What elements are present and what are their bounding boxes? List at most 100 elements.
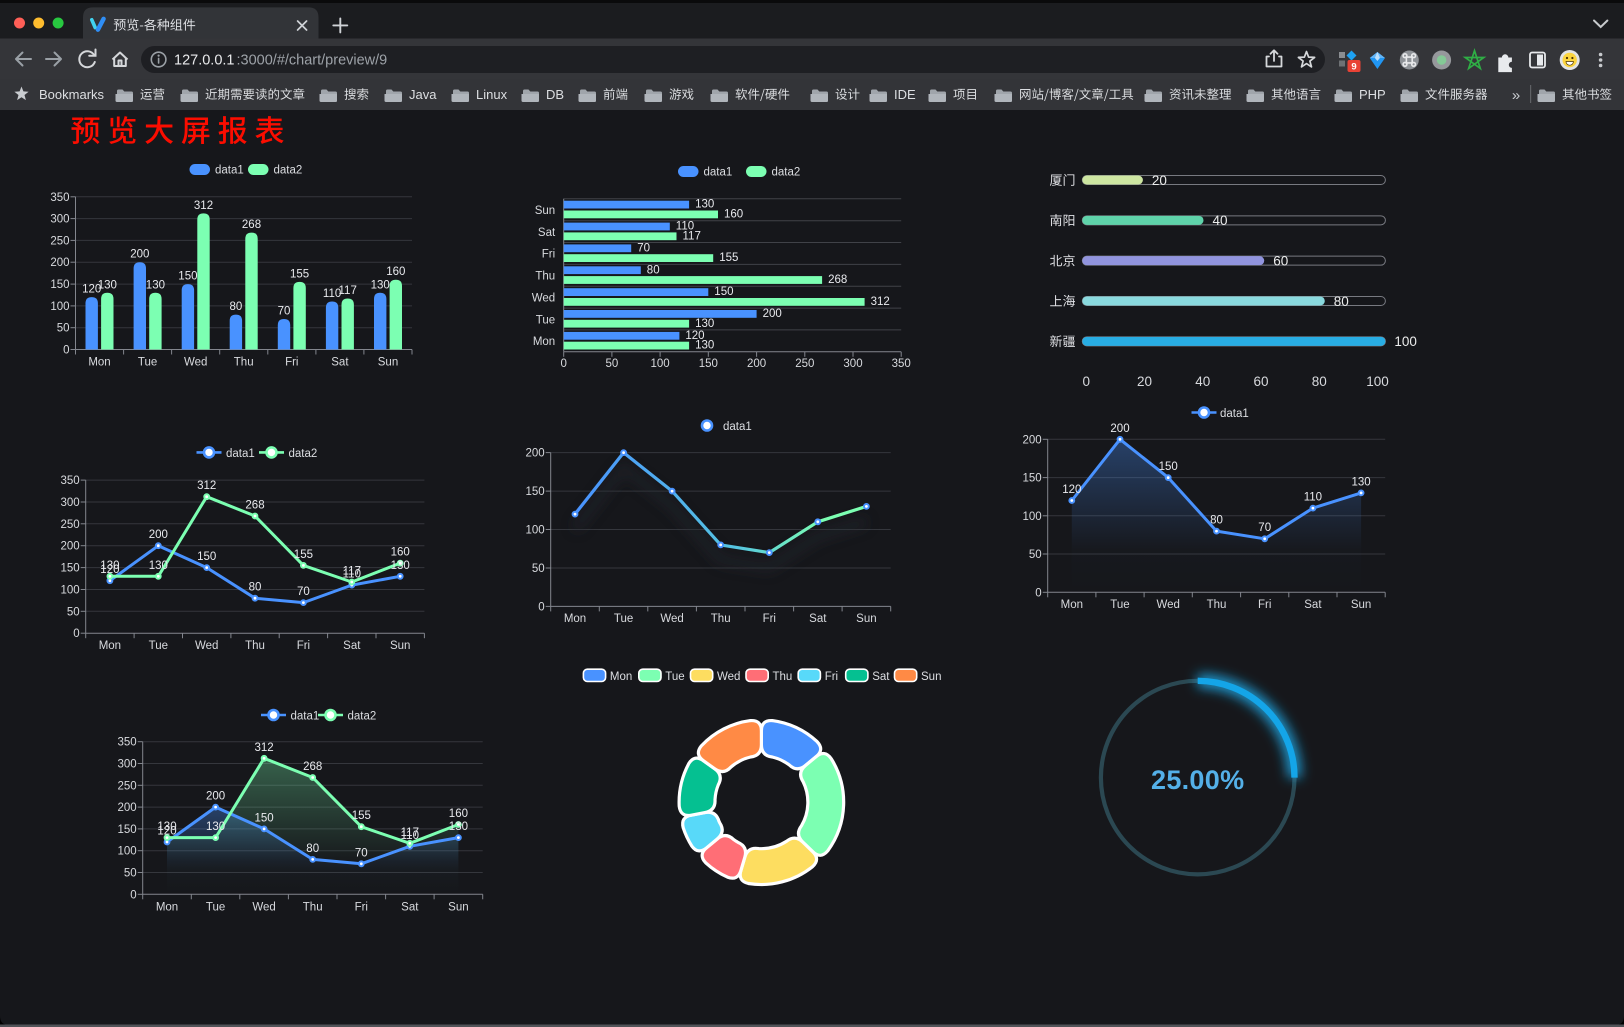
svg-text:350: 350 — [50, 192, 69, 204]
svg-text:Fri: Fri — [825, 671, 838, 683]
svg-text:160: 160 — [449, 808, 468, 820]
svg-text:110: 110 — [676, 221, 694, 233]
svg-text:120: 120 — [157, 826, 176, 838]
svg-text:80: 80 — [647, 264, 660, 276]
svg-text:60: 60 — [1253, 374, 1268, 389]
svg-text:160: 160 — [386, 266, 405, 278]
svg-text:Sat: Sat — [872, 671, 890, 683]
svg-text:150: 150 — [255, 812, 274, 824]
svg-text:Mon: Mon — [533, 336, 555, 348]
svg-text:25.00%: 25.00% — [1151, 765, 1244, 795]
svg-text:50: 50 — [1029, 549, 1042, 561]
svg-text:250: 250 — [61, 519, 80, 531]
svg-text:0: 0 — [63, 345, 69, 357]
svg-text:130: 130 — [206, 821, 225, 833]
svg-text:Sun: Sun — [856, 613, 876, 625]
svg-text:Tue: Tue — [138, 357, 157, 369]
svg-text:Wed: Wed — [184, 357, 207, 369]
svg-text:Fri: Fri — [297, 640, 310, 652]
svg-text:80: 80 — [1312, 374, 1327, 389]
svg-text:Fri: Fri — [285, 357, 298, 369]
svg-text:300: 300 — [50, 214, 69, 226]
svg-text:312: 312 — [871, 296, 890, 308]
svg-text:data1: data1 — [215, 165, 244, 177]
svg-text:150: 150 — [118, 824, 137, 836]
svg-text:Thu: Thu — [711, 613, 731, 625]
svg-text:80: 80 — [1334, 294, 1349, 309]
svg-text:Sat: Sat — [538, 227, 556, 239]
svg-text:data1: data1 — [723, 421, 752, 433]
svg-text:Sun: Sun — [1351, 599, 1371, 611]
svg-text:312: 312 — [197, 480, 216, 492]
svg-text:130: 130 — [695, 340, 714, 352]
svg-text:Mon: Mon — [156, 902, 178, 914]
svg-text:150: 150 — [50, 279, 69, 291]
svg-text:data1: data1 — [291, 710, 320, 722]
svg-text:130: 130 — [695, 199, 714, 211]
svg-text:0: 0 — [538, 601, 544, 613]
svg-text:150: 150 — [1159, 461, 1178, 473]
svg-text:20: 20 — [1152, 173, 1167, 188]
svg-text:200: 200 — [149, 529, 168, 541]
svg-text:40: 40 — [1213, 213, 1228, 228]
svg-text:100: 100 — [1023, 511, 1042, 523]
svg-text:70: 70 — [637, 242, 650, 254]
svg-text:100: 100 — [118, 846, 137, 858]
svg-text:Wed: Wed — [252, 902, 275, 914]
svg-text:DB: DB — [546, 87, 564, 102]
svg-text:Mon: Mon — [610, 671, 632, 683]
svg-text:150: 150 — [197, 551, 216, 563]
svg-text:268: 268 — [828, 274, 847, 286]
svg-text:Thu: Thu — [773, 671, 793, 683]
svg-text:117: 117 — [401, 827, 419, 839]
svg-text:Sun: Sun — [378, 357, 398, 369]
svg-text:155: 155 — [352, 810, 371, 822]
svg-text:130: 130 — [1352, 476, 1371, 488]
svg-text:150: 150 — [714, 286, 733, 298]
svg-text:Tue: Tue — [665, 671, 684, 683]
svg-text:110: 110 — [323, 288, 341, 300]
svg-text:200: 200 — [118, 802, 137, 814]
svg-text:268: 268 — [303, 761, 322, 773]
svg-text:100: 100 — [50, 301, 69, 313]
svg-text:0: 0 — [560, 358, 566, 370]
svg-text:Sun: Sun — [921, 671, 941, 683]
svg-text:350: 350 — [892, 358, 911, 370]
svg-text:120: 120 — [1062, 484, 1081, 496]
svg-text:Thu: Thu — [234, 357, 254, 369]
svg-text:130: 130 — [695, 318, 714, 330]
svg-text:130: 130 — [371, 279, 390, 291]
svg-text:150: 150 — [1023, 473, 1042, 485]
svg-text:40: 40 — [1195, 374, 1210, 389]
svg-text:200: 200 — [1110, 423, 1129, 435]
svg-text:70: 70 — [1258, 522, 1271, 534]
svg-text:150: 150 — [61, 563, 80, 575]
svg-text:Tue: Tue — [614, 613, 633, 625]
svg-text:150: 150 — [178, 271, 197, 283]
svg-text:Sun: Sun — [390, 640, 410, 652]
svg-text:155: 155 — [719, 252, 738, 264]
svg-text:60: 60 — [1273, 254, 1288, 269]
svg-text:80: 80 — [249, 582, 262, 594]
svg-text:100: 100 — [651, 358, 670, 370]
svg-text:data2: data2 — [348, 710, 377, 722]
svg-text:Mon: Mon — [564, 613, 586, 625]
svg-text:Wed: Wed — [660, 613, 683, 625]
svg-text:Sat: Sat — [1304, 599, 1322, 611]
svg-text:130: 130 — [146, 279, 165, 291]
svg-text:150: 150 — [699, 358, 718, 370]
svg-text:300: 300 — [118, 759, 137, 771]
svg-text:100: 100 — [1394, 334, 1417, 349]
svg-text:117: 117 — [343, 566, 361, 578]
svg-text:120: 120 — [82, 284, 101, 296]
svg-text:Fri: Fri — [1258, 599, 1271, 611]
svg-text:120: 120 — [100, 564, 119, 576]
svg-text:data1: data1 — [1220, 408, 1249, 420]
svg-text:200: 200 — [130, 249, 149, 261]
svg-text:80: 80 — [1210, 515, 1223, 527]
svg-text:Sun: Sun — [448, 902, 468, 914]
svg-text:250: 250 — [118, 780, 137, 792]
svg-text:110: 110 — [343, 569, 361, 581]
svg-text:Mon: Mon — [99, 640, 121, 652]
svg-text:130: 130 — [157, 821, 176, 833]
